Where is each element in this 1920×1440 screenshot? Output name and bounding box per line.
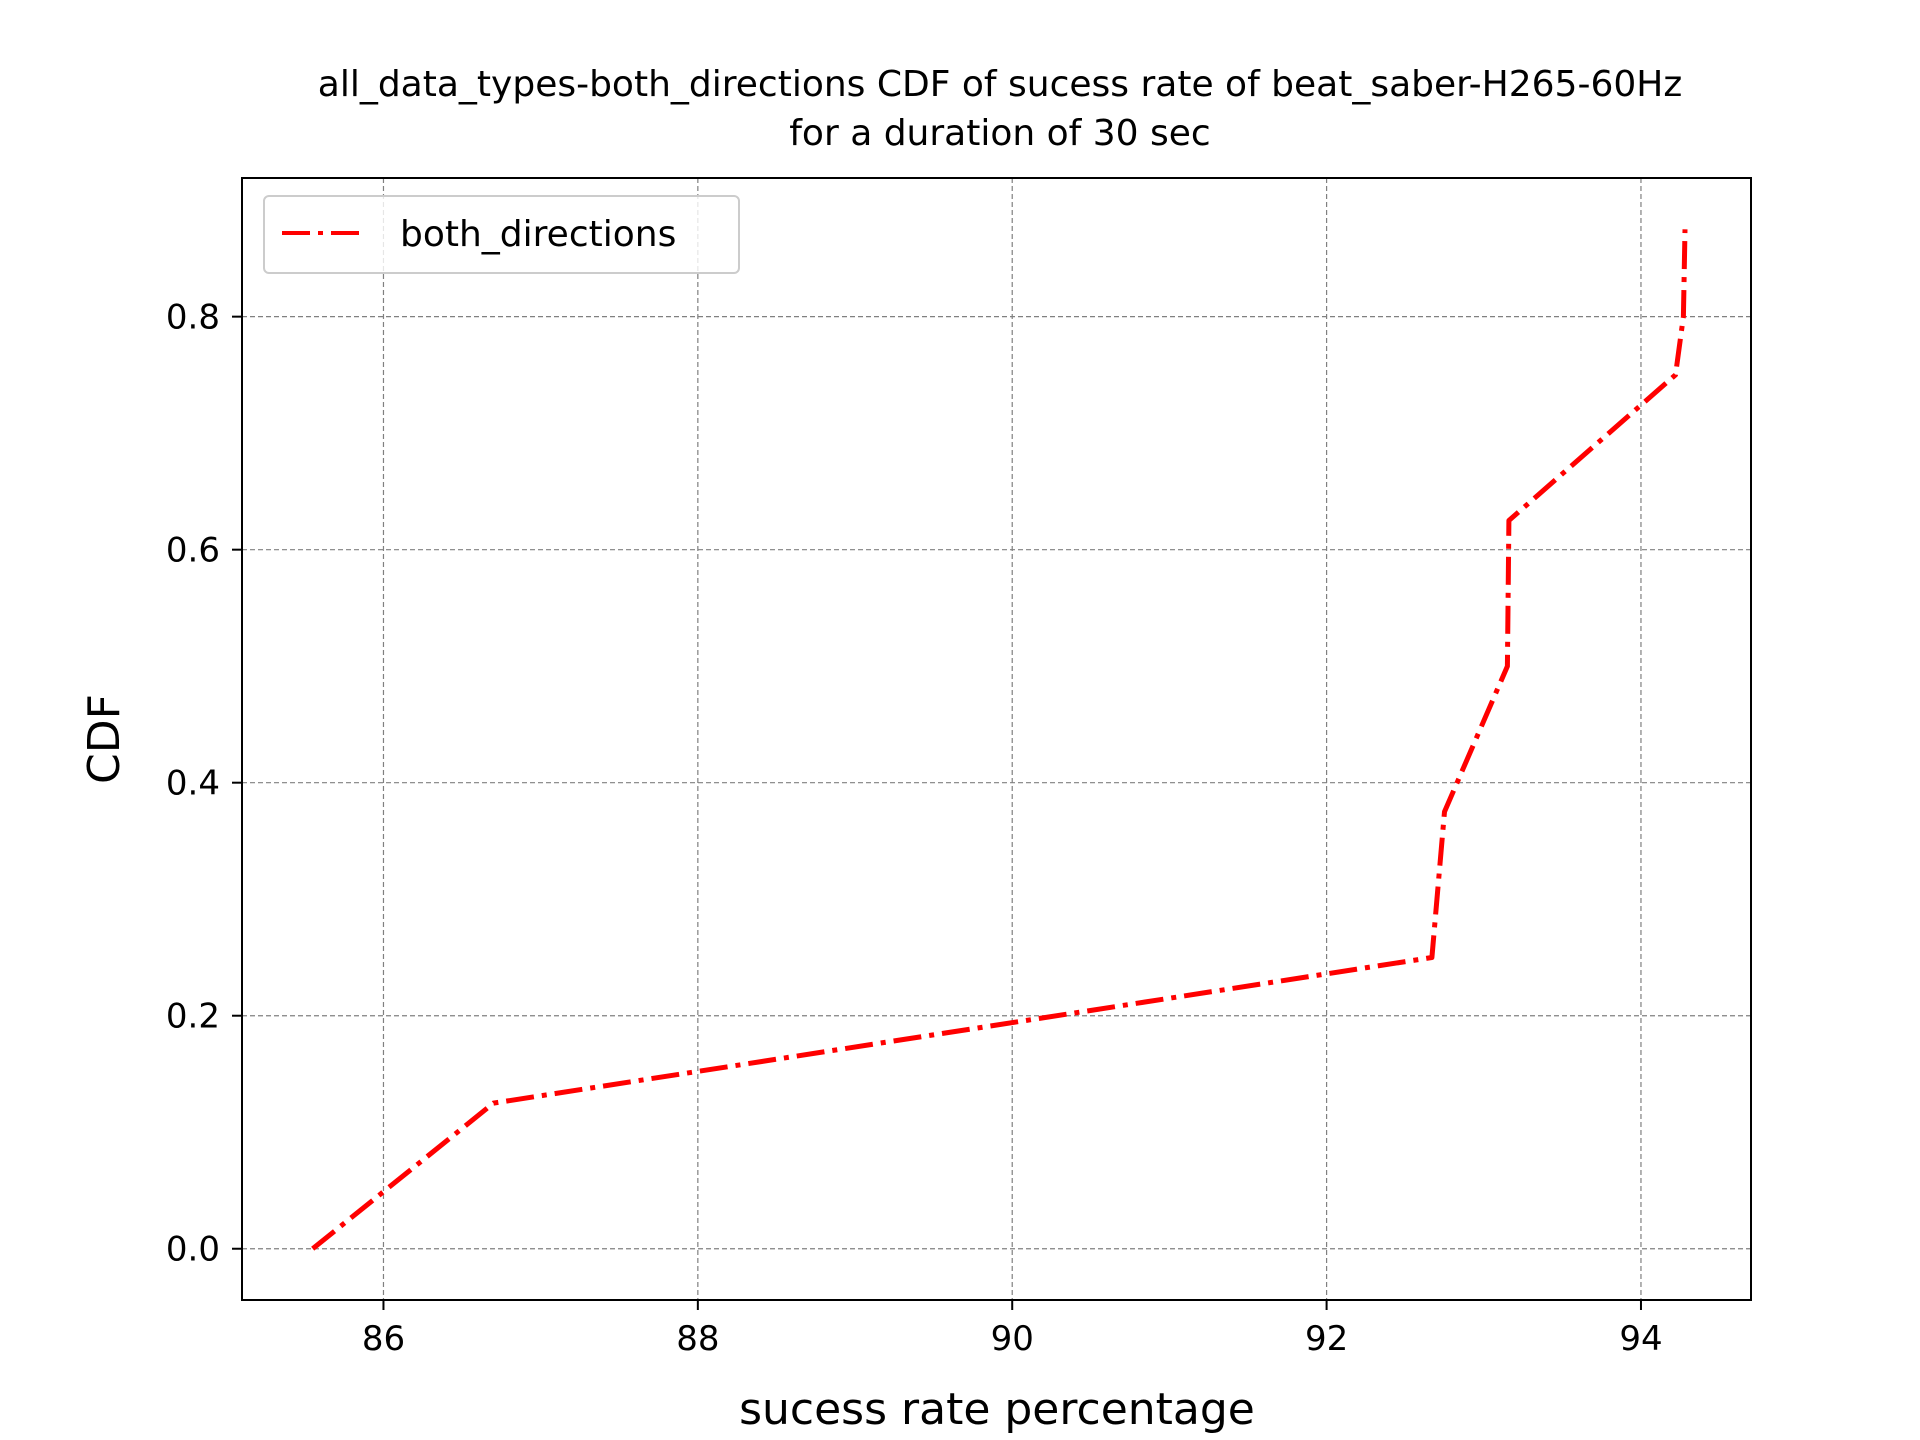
plot-area bbox=[242, 178, 1751, 1300]
y-axis-ticks: 0.0 0.2 0.4 0.6 0.8 bbox=[166, 298, 242, 1270]
x-tick-label: 88 bbox=[676, 1319, 719, 1359]
x-axis-ticks: 86 88 90 92 94 bbox=[362, 1300, 1663, 1359]
y-tick-label: 0.6 bbox=[166, 531, 220, 571]
chart-subtitle: for a duration of 30 sec bbox=[789, 113, 1210, 154]
x-tick-label: 90 bbox=[991, 1319, 1034, 1359]
y-tick-label: 0.8 bbox=[166, 298, 220, 338]
legend-label-both-directions: both_directions bbox=[400, 214, 676, 255]
y-tick-label: 0.4 bbox=[166, 764, 220, 804]
chart-title: all_data_types-both_directions CDF of su… bbox=[318, 64, 1682, 105]
grid-lines bbox=[242, 178, 1751, 1300]
y-axis-label: CDF bbox=[79, 694, 130, 784]
legend: both_directions bbox=[263, 195, 740, 274]
plot-frame bbox=[241, 177, 1752, 1301]
y-tick-label: 0.2 bbox=[166, 997, 220, 1037]
x-tick-label: 92 bbox=[1305, 1319, 1348, 1359]
series-layer bbox=[311, 229, 1688, 1251]
legend-box bbox=[263, 195, 740, 274]
x-tick-label: 86 bbox=[362, 1319, 405, 1359]
series-line-both-directions bbox=[311, 229, 1688, 1251]
x-axis-label: sucess rate percentage bbox=[739, 1384, 1255, 1435]
x-tick-label: 94 bbox=[1619, 1319, 1662, 1359]
y-tick-label: 0.0 bbox=[166, 1230, 220, 1270]
